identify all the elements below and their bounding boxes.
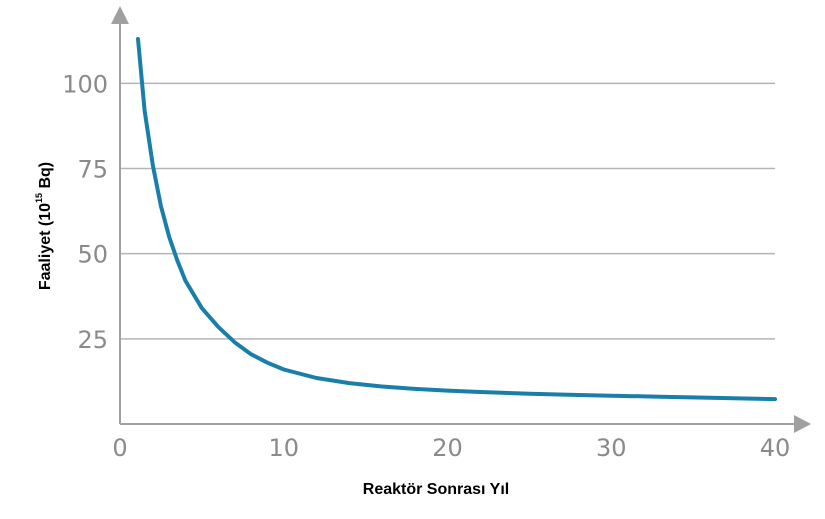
y-axis-title-prefix: Faaliyet (10: [37, 203, 54, 290]
x-tick-label: 0: [112, 434, 127, 462]
grid-lines: [120, 82, 775, 340]
series-line: [136, 37, 777, 402]
y-tick-label: 50: [77, 241, 108, 269]
y-tick-label: 75: [77, 155, 108, 183]
axes: [111, 6, 811, 433]
x-tick-label: 20: [432, 434, 463, 462]
series: [136, 37, 777, 402]
x-tick-label: 10: [268, 434, 299, 462]
y-axis-title: Faaliyet (1015 Bq): [34, 162, 54, 290]
y-tick-label: 25: [77, 326, 108, 354]
y-axis-arrow-icon: [111, 6, 129, 24]
x-tick-label: 30: [596, 434, 627, 462]
y-axis-title-exponent: 15: [34, 193, 44, 203]
x-tick-label: 40: [760, 434, 791, 462]
x-axis-title: Reaktör Sonrası Yıl: [363, 481, 509, 498]
y-tick-label: 100: [62, 70, 108, 98]
y-axis-title-group: Faaliyet (1015 Bq): [34, 162, 54, 290]
x-axis-arrow-icon: [794, 415, 811, 433]
tick-labels: 25 50 75 100 0 10 20 30 40: [62, 70, 790, 462]
y-axis-title-suffix: Bq): [37, 162, 54, 193]
